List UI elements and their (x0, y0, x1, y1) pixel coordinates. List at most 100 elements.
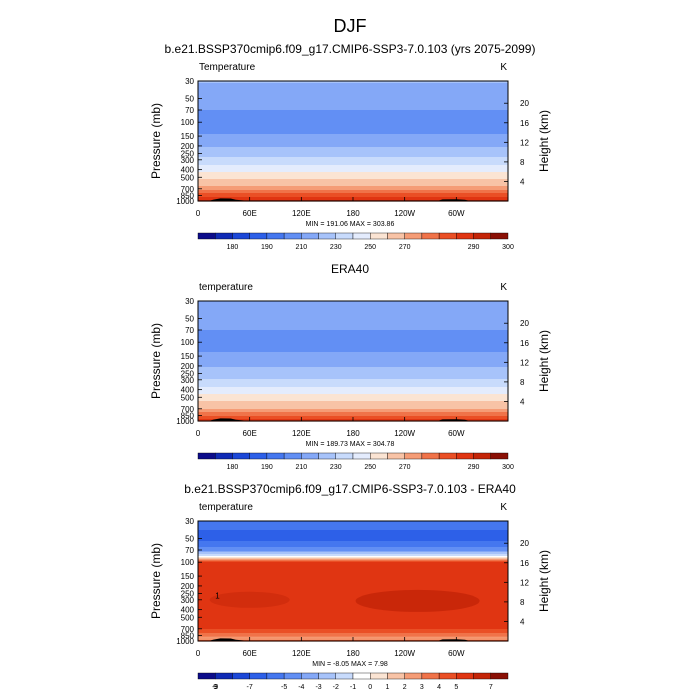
contour-band (198, 368, 508, 370)
y-tick-label: 100 (181, 118, 195, 127)
contour-band (198, 522, 508, 524)
x-tick-label: 60E (243, 209, 257, 218)
panel-title: b.e21.BSSP370cmip6.f09_g17.CMIP6-SSP3-7.… (184, 482, 516, 496)
contour-band (198, 353, 508, 355)
contour-band (198, 610, 508, 612)
contour-band (198, 169, 508, 171)
contour-band (198, 352, 508, 354)
colorbar-label: 290 (468, 244, 480, 251)
colorbar-label: 270 (399, 464, 411, 471)
contour-band (198, 81, 508, 83)
contour-band (198, 85, 508, 87)
contour-band (198, 137, 508, 139)
contour-band (198, 583, 508, 585)
contour-band (198, 528, 508, 530)
contour-band (198, 354, 508, 356)
colorbar-box (370, 232, 388, 240)
contour-band (198, 128, 508, 130)
contour-band (198, 606, 508, 608)
y-tick-label: 250 (181, 150, 195, 159)
contour-band (198, 580, 508, 582)
contour-band (198, 168, 508, 170)
figure-title: DJF (334, 16, 367, 36)
contour-band (198, 572, 508, 574)
variable-label: temperature (199, 282, 253, 293)
colorbar-label: 180 (227, 244, 239, 251)
contour-band (198, 331, 508, 333)
contour-band (198, 560, 508, 562)
contour-band (198, 340, 508, 342)
colorbar-label: 190 (261, 464, 273, 471)
contour-band (198, 525, 508, 527)
colorbar-box (490, 672, 509, 680)
colorbar-box (438, 232, 457, 240)
contour-band (198, 167, 508, 169)
colorbar-box (215, 452, 233, 460)
colorbar-box (283, 452, 302, 460)
contour-band (198, 139, 508, 141)
colorbar-box (404, 452, 423, 460)
units-label: K (500, 502, 507, 513)
contour-band (198, 627, 508, 629)
y-tick-label: 300 (181, 376, 195, 385)
y-tick-label: 150 (181, 572, 195, 581)
colorbar-box (197, 672, 216, 680)
contour-band (198, 562, 508, 564)
colorbar-label: 230 (330, 464, 342, 471)
contour-band (198, 388, 508, 390)
colorbar-label: 180 (227, 464, 239, 471)
colorbar-label: 210 (295, 244, 307, 251)
contour-band (198, 91, 508, 93)
colorbar-box (421, 232, 440, 240)
contour-band (198, 89, 508, 91)
contour-band (198, 380, 508, 382)
contour-band (198, 337, 508, 339)
colorbar-box (352, 232, 371, 240)
contour-band (198, 571, 508, 573)
colorbar-box (197, 232, 216, 240)
contour-band (198, 146, 508, 148)
contour-band (198, 396, 508, 398)
contour-band (198, 550, 508, 552)
panel-title: ERA40 (331, 262, 369, 276)
units-label: K (500, 282, 507, 293)
y-tick-label: 300 (181, 596, 195, 605)
y-tick-label: 70 (185, 326, 194, 335)
y-axis-label: Pressure (mb) (149, 103, 163, 179)
contour-band (198, 130, 508, 132)
units-label: K (500, 62, 507, 73)
contour-band (198, 175, 508, 177)
contour-band (198, 153, 508, 155)
contour-band (198, 103, 508, 105)
contour-band (198, 400, 508, 402)
contour-band (198, 390, 508, 392)
height-tick-label: 16 (520, 119, 529, 128)
contour-band (198, 557, 508, 559)
contour-band (198, 376, 508, 378)
contour-band (198, 382, 508, 384)
contour-band (198, 633, 508, 635)
contour-band (198, 98, 508, 100)
contour-band (198, 348, 508, 350)
colorbar-box (249, 232, 268, 240)
colorbar-box (232, 452, 250, 460)
contour-band (198, 115, 508, 117)
contour-band (198, 170, 508, 172)
colorbar-label: 270 (399, 244, 411, 251)
panel-1: b.e21.BSSP370cmip6.f09_g17.CMIP6-SSP3-7.… (149, 42, 551, 251)
contour-band (198, 526, 508, 528)
y-axis-right-label: Height (km) (537, 550, 551, 612)
y-tick-label: 200 (181, 142, 195, 151)
colorbar-box (335, 672, 354, 680)
contour-band (198, 569, 508, 571)
contour-band (198, 584, 508, 586)
contour-band (198, 634, 508, 636)
contour-band (198, 540, 508, 542)
height-tick-label: 20 (520, 99, 529, 108)
contour-band (198, 311, 508, 313)
contour-band (198, 93, 508, 95)
contour-band (198, 341, 508, 343)
y-tick-label: 500 (181, 173, 195, 182)
x-tick-label: 60E (243, 649, 257, 658)
height-tick-label: 8 (520, 378, 525, 387)
